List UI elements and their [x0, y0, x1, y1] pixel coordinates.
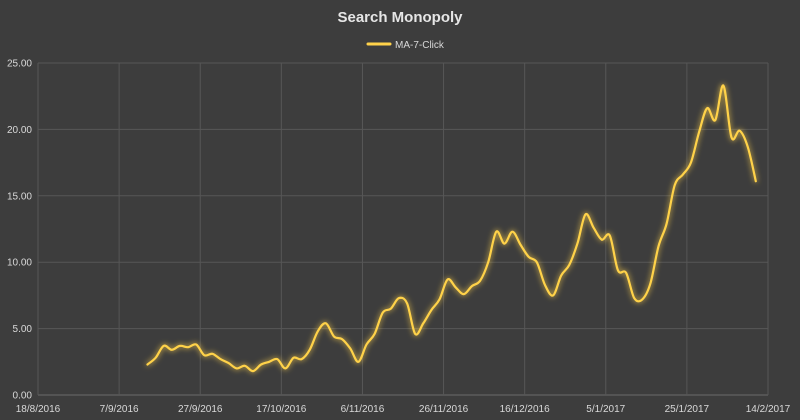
y-tick-label: 15.00	[7, 191, 32, 202]
x-tick-label: 18/8/2016	[16, 404, 61, 415]
y-tick-label: 20.00	[7, 125, 32, 136]
y-tick-label: 5.00	[13, 324, 33, 335]
y-axis-ticks: 0.00 5.00 10.00 15.00 20.00 25.00	[7, 59, 32, 402]
x-tick-label: 27/9/2016	[178, 404, 223, 415]
y-tick-label: 25.00	[7, 59, 32, 70]
x-tick-label: 25/1/2017	[665, 404, 710, 415]
y-tick-label: 0.00	[13, 391, 33, 402]
legend-label: MA-7-Click	[395, 40, 445, 51]
x-tick-label: 14/2/2017	[746, 404, 791, 415]
x-tick-label: 26/11/2016	[419, 404, 469, 415]
chart-title: Search Monopoly	[337, 9, 463, 26]
series-layer	[146, 84, 757, 373]
series-line-ma-7-click	[146, 84, 757, 373]
x-tick-label: 5/1/2017	[586, 404, 625, 415]
y-tick-label: 10.00	[7, 258, 32, 269]
x-tick-label: 16/12/2016	[500, 404, 550, 415]
gridlines	[37, 62, 769, 396]
legend: MA-7-Click	[366, 40, 445, 51]
x-tick-label: 17/10/2016	[256, 404, 306, 415]
x-tick-label: 7/9/2016	[100, 404, 139, 415]
x-tick-label: 6/11/2016	[341, 404, 385, 415]
x-axis-ticks: 18/8/2016 7/9/2016 27/9/2016 17/10/2016 6/11…	[16, 404, 791, 415]
